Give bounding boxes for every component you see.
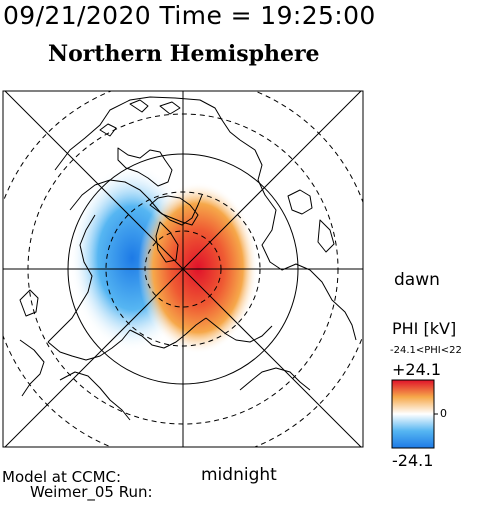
model-label: Model at CCMC: xyxy=(2,468,122,486)
potential-pattern xyxy=(70,164,258,354)
map-frame xyxy=(2,90,364,448)
midnight-label: midnight xyxy=(201,465,277,485)
colorbar-mid-label: 0 xyxy=(440,407,447,420)
colorbar-range: -24.1<PHI<22 xyxy=(390,346,462,356)
colorbar-max-label: +24.1 xyxy=(392,360,442,379)
datetime-title: 09/21/2020 Time = 19:25:00 xyxy=(3,1,376,30)
colorbar-gradient xyxy=(391,379,435,449)
dawn-label: dawn xyxy=(394,270,440,290)
hemisphere-title: Northern Hemisphere xyxy=(48,41,320,67)
colorbar-title: PHI [kV] xyxy=(392,319,457,338)
coastline-icon xyxy=(19,96,357,421)
polar-grid-icon xyxy=(3,91,363,447)
colorbar-min-label: -24.1 xyxy=(392,451,434,470)
positive-potential-cell xyxy=(138,182,258,354)
run-label: Weimer_05 Run: xyxy=(30,483,153,501)
